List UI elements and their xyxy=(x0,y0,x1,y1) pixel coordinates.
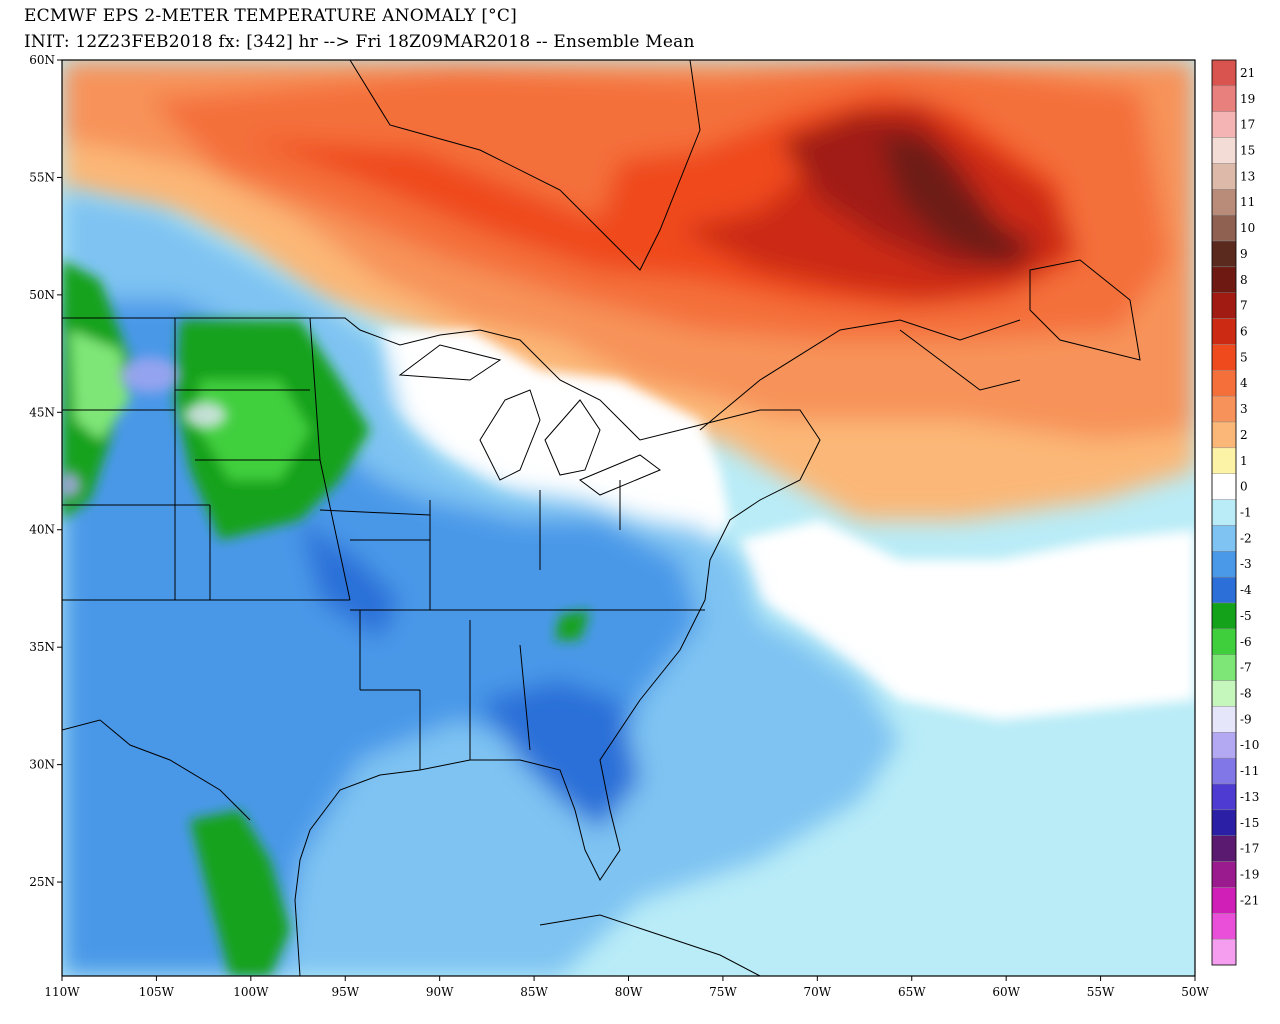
colorbar-label: -4 xyxy=(1240,583,1252,597)
colorbar-label: -1 xyxy=(1240,506,1252,520)
lat-tick-label: 50N xyxy=(29,288,55,302)
colorbar-swatch xyxy=(1211,525,1237,552)
colorbar-label: 10 xyxy=(1240,221,1255,235)
colorbar-label: -8 xyxy=(1240,687,1252,701)
colorbar-swatch xyxy=(1211,706,1237,733)
colorbar-label: 1 xyxy=(1240,454,1248,468)
lon-tick-label: 90W xyxy=(426,985,454,999)
colorbar-label: -10 xyxy=(1240,738,1259,752)
colorbar-label: 5 xyxy=(1240,350,1248,364)
colorbar-swatch xyxy=(1211,318,1237,345)
colorbar-label: -13 xyxy=(1240,790,1259,804)
colorbar-swatch xyxy=(1211,809,1237,836)
lon-tick-label: 80W xyxy=(615,985,643,999)
colorbar-swatch xyxy=(1211,137,1237,164)
colorbar-label: -19 xyxy=(1240,868,1259,882)
lat-tick-label: 25N xyxy=(29,875,55,889)
colorbar-swatch xyxy=(1211,835,1237,862)
colorbar-swatch xyxy=(1211,654,1237,681)
lon-tick-label: 100W xyxy=(233,985,269,999)
colorbar-swatch xyxy=(1211,473,1237,500)
colorbar-swatch xyxy=(1211,628,1237,655)
colorbar-swatch xyxy=(1211,861,1237,888)
colorbar-label: 13 xyxy=(1240,169,1255,183)
lat-tick-label: 45N xyxy=(29,405,55,419)
colorbar-swatch xyxy=(1211,266,1237,293)
colorbar-swatch xyxy=(1211,680,1237,707)
colorbar-swatch xyxy=(1211,85,1237,112)
lon-tick-label: 60W xyxy=(992,985,1020,999)
lon-tick-label: 95W xyxy=(331,985,359,999)
colorbar-label: -17 xyxy=(1240,842,1259,856)
anomaly-field xyxy=(62,60,1195,976)
colorbar-swatch xyxy=(1211,59,1237,87)
colorbar-swatch xyxy=(1211,370,1237,397)
lon-tick-label: 55W xyxy=(1087,985,1115,999)
colorbar-swatch xyxy=(1211,395,1237,423)
colorbar-label: -11 xyxy=(1240,764,1259,778)
colorbar: 211917151311109876543210-1-2-3-4-5-6-7-8… xyxy=(1211,59,1259,966)
lon-tick-label: 50W xyxy=(1181,985,1209,999)
lon-tick-label: 110W xyxy=(44,985,80,999)
lon-tick-label: 65W xyxy=(898,985,926,999)
colorbar-label: -15 xyxy=(1240,816,1259,830)
colorbar-swatch xyxy=(1211,111,1237,138)
colorbar-swatch xyxy=(1211,938,1237,966)
colorbar-label: 2 xyxy=(1240,428,1248,442)
lat-tick-label: 30N xyxy=(29,758,55,772)
colorbar-label: 0 xyxy=(1240,480,1248,494)
colorbar-label: 17 xyxy=(1240,118,1255,132)
colorbar-swatch xyxy=(1211,757,1237,785)
longitude-axis: 110W 105W 100W 95W 90W 85W 80W 75W 70W 65W 60W 55W 5… xyxy=(44,976,1209,999)
lat-tick-label: 60N xyxy=(29,53,55,67)
lat-tick-label: 35N xyxy=(29,640,55,654)
colorbar-label: 4 xyxy=(1240,376,1248,390)
colorbar-swatch xyxy=(1211,421,1237,449)
colorbar-label: 9 xyxy=(1240,247,1248,261)
colorbar-label: -6 xyxy=(1240,635,1252,649)
colorbar-swatch xyxy=(1211,240,1237,268)
colorbar-swatch xyxy=(1211,887,1237,914)
colorbar-label: 21 xyxy=(1240,66,1255,80)
colorbar-swatch xyxy=(1211,189,1237,216)
colorbar-swatch xyxy=(1211,576,1237,604)
colorbar-swatch xyxy=(1211,499,1237,526)
colorbar-label: -5 xyxy=(1240,609,1252,623)
coastlines xyxy=(62,60,1141,976)
lon-tick-label: 105W xyxy=(139,985,175,999)
lon-tick-label: 70W xyxy=(804,985,832,999)
colorbar-label: -9 xyxy=(1240,712,1252,726)
colorbar-swatch xyxy=(1211,732,1237,759)
colorbar-swatch xyxy=(1211,551,1237,578)
colorbar-label: 3 xyxy=(1240,402,1248,416)
colorbar-swatch xyxy=(1211,447,1237,474)
latitude-axis: 60N 55N 50N 45N 40N 35N 30N 25N xyxy=(29,53,62,889)
lat-tick-label: 40N xyxy=(29,523,55,537)
colorbar-frame xyxy=(1211,59,1237,966)
colorbar-label: 8 xyxy=(1240,273,1248,287)
lat-tick-label: 55N xyxy=(29,170,55,184)
colorbar-swatch xyxy=(1211,292,1237,319)
colorbar-label: -7 xyxy=(1240,661,1252,675)
lon-tick-label: 85W xyxy=(520,985,548,999)
colorbar-label: 15 xyxy=(1240,144,1255,158)
colorbar-swatch xyxy=(1211,214,1237,242)
lon-tick-label: 75W xyxy=(709,985,737,999)
colorbar-label: -3 xyxy=(1240,557,1252,571)
colorbar-swatch xyxy=(1211,913,1237,940)
colorbar-swatch xyxy=(1211,602,1237,630)
colorbar-label: -2 xyxy=(1240,531,1252,545)
colorbar-label: 11 xyxy=(1240,195,1255,209)
colorbar-swatch xyxy=(1211,783,1237,811)
colorbar-label: 6 xyxy=(1240,325,1248,339)
colorbar-label: 19 xyxy=(1240,92,1255,106)
colorbar-label: -21 xyxy=(1240,893,1259,907)
map-title: ECMWF EPS 2-METER TEMPERATURE ANOMALY [°… xyxy=(24,6,517,26)
colorbar-label: 7 xyxy=(1240,299,1248,313)
colorbar-swatch xyxy=(1211,344,1237,371)
colorbar-swatch xyxy=(1211,163,1237,190)
map-subtitle: INIT: 12Z23FEB2018 fx: [342] hr --> Fri … xyxy=(24,32,695,52)
